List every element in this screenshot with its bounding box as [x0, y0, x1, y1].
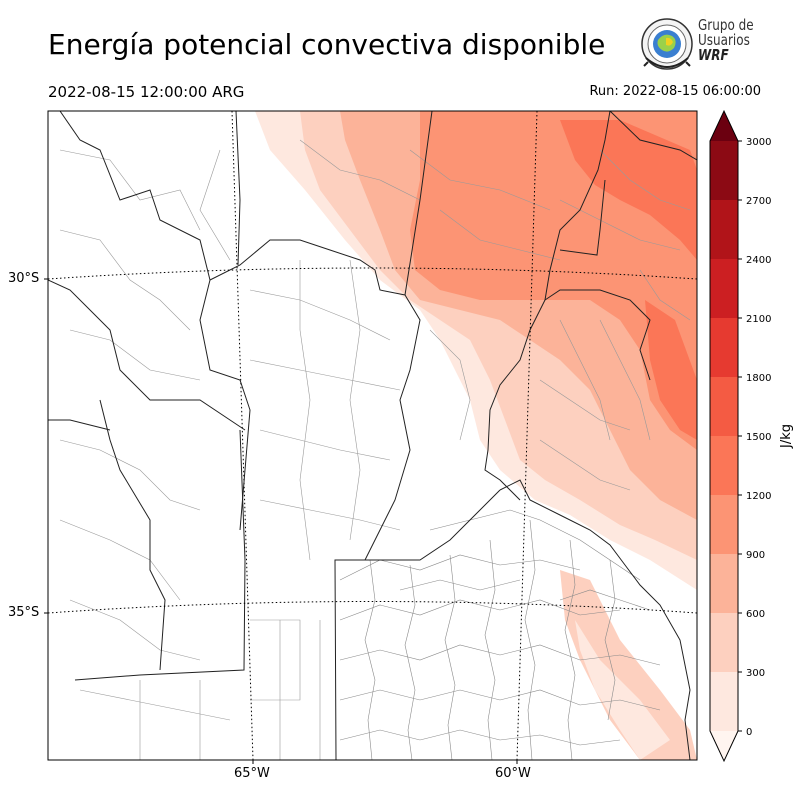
- colorbar-ticks: 0 300 600 900 1200 1500 1800 2100 2400 2700 3000: [738, 137, 771, 738]
- colorbar-band: [710, 613, 738, 672]
- logo-line-2: Usuarios: [698, 31, 750, 49]
- colorbar-band: [710, 377, 738, 436]
- colorbar-extend-max: [710, 111, 738, 141]
- colorbar-tick-label: 2400: [746, 255, 771, 266]
- cape-coastal-strip-light: [575, 620, 670, 760]
- lat-label-30s: 30°S: [8, 271, 40, 286]
- lon-label-60w: 60°W: [495, 766, 531, 781]
- colorbar-tick-label: 2100: [746, 314, 771, 325]
- colorbar-tick-label: 1500: [746, 432, 771, 443]
- run-time: Run: 2022-08-15 06:00:00: [589, 84, 761, 99]
- cape-shading: [255, 111, 697, 760]
- cape-coastal-strip: [560, 570, 697, 760]
- map-frame: [47, 110, 698, 761]
- buenos-aires-partidos: [339, 509, 661, 760]
- axis-ticks: [44, 278, 518, 764]
- cape-1200-1500-area: [560, 120, 697, 260]
- meridian-60w: [516, 111, 538, 760]
- colorbar-band: [710, 554, 738, 613]
- logo-line-3: WRF: [698, 46, 729, 64]
- colorbar-band: [710, 672, 738, 731]
- county-boundaries: [59, 139, 691, 760]
- wrf-users-logo: Grupo de Usuarios WRF: [638, 16, 788, 76]
- colorbar-tick-label: 1800: [746, 373, 771, 384]
- colorbar-band: [710, 200, 738, 259]
- colorbar-tick-label: 1200: [746, 491, 771, 502]
- logo-text: Grupo de Usuarios WRF: [698, 18, 754, 63]
- colorbar-tick-label: 300: [746, 668, 765, 679]
- colorbar-band: [710, 495, 738, 554]
- colorbar-band: [710, 436, 738, 495]
- lon-label-65w: 65°W: [234, 766, 270, 781]
- map-content: [48, 111, 697, 760]
- colorbar-tick-label: 600: [746, 609, 765, 620]
- lat-label-35s: 35°S: [8, 605, 40, 620]
- colorbar-band: [710, 318, 738, 377]
- parallel-30s: [48, 267, 697, 280]
- meridian-65w: [231, 111, 254, 760]
- globe-seal-icon: [641, 18, 693, 70]
- valid-time: 2022-08-15 12:00:00 ARG: [48, 83, 245, 101]
- cape-1200-1500-area-2: [645, 300, 697, 440]
- colorbar-label: J/kg: [779, 424, 794, 449]
- colorbar-extend-min: [710, 731, 738, 761]
- page-title: Energía potencial convectiva disponible: [48, 28, 606, 61]
- colorbar-tick-label: 3000: [746, 137, 771, 148]
- colorbar-band: [710, 259, 738, 318]
- logo-line-1: Grupo de: [698, 16, 754, 34]
- province-boundaries: [48, 111, 697, 760]
- colorbar-band: [710, 141, 738, 200]
- graticule: [48, 111, 697, 760]
- parallel-35s: [48, 601, 697, 614]
- colorbar-tick-label: 0: [746, 727, 752, 738]
- colorbar-tick-label: 2700: [746, 196, 771, 207]
- colorbar-tick-label: 900: [746, 550, 765, 561]
- colorbar-bands: [709, 109, 739, 763]
